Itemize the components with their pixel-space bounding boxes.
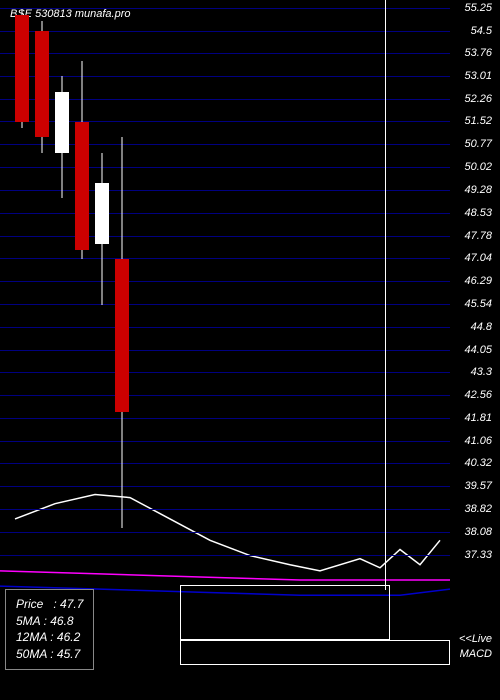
candlestick	[15, 0, 29, 580]
y-axis-label: 40.32	[464, 457, 492, 469]
y-axis-label: 38.08	[464, 526, 492, 538]
y-axis-label: 47.04	[464, 252, 492, 264]
price-row: Price : 47.7	[16, 596, 83, 613]
y-axis-label: 44.8	[471, 321, 492, 333]
y-axis-label: 54.5	[471, 25, 492, 37]
y-axis-label: 50.02	[464, 161, 492, 173]
y-axis-label: 53.01	[464, 70, 492, 82]
y-axis-label: 50.77	[464, 138, 492, 150]
vertical-marker	[385, 0, 386, 590]
indicator-box	[180, 640, 450, 665]
y-axis-label: 48.53	[464, 207, 492, 219]
chart-container: BSE 530813 munafa.pro 55.2554.553.7653.0…	[0, 0, 500, 700]
y-axis-label: 47.78	[464, 230, 492, 242]
y-axis-label: 42.56	[464, 389, 492, 401]
y-axis-label: 44.05	[464, 344, 492, 356]
candlestick	[35, 0, 49, 580]
candle-area	[0, 0, 450, 580]
candlestick	[75, 0, 89, 580]
y-axis-label: 52.26	[464, 93, 492, 105]
info-box: Price : 47.7 5MA : 46.8 12MA : 46.2 50MA…	[5, 589, 94, 670]
y-axis: 55.25 54.5 53.76 53.01 52.26 51.52 50.77 50.02 4…	[450, 0, 500, 580]
y-axis-label: 53.76	[464, 47, 492, 59]
y-axis-label: 37.33	[464, 549, 492, 561]
y-axis-label: 46.29	[464, 275, 492, 287]
candlestick	[115, 0, 129, 580]
macd-label: MACD	[460, 648, 492, 660]
ma12-row: 12MA : 46.2	[16, 629, 83, 646]
y-axis-label: 43.3	[471, 366, 492, 378]
ma5-row: 5MA : 46.8	[16, 613, 83, 630]
candlestick	[55, 0, 69, 580]
y-axis-label: 51.52	[464, 115, 492, 127]
y-axis-label: 55.25	[464, 2, 492, 14]
live-label: <<Live	[459, 633, 492, 645]
y-axis-label: 49.28	[464, 184, 492, 196]
y-axis-label: 38.82	[464, 503, 492, 515]
ma50-row: 50MA : 45.7	[16, 646, 83, 663]
indicator-box	[180, 585, 390, 640]
y-axis-label: 39.57	[464, 480, 492, 492]
y-axis-label: 41.81	[464, 412, 492, 424]
y-axis-label: 41.06	[464, 435, 492, 447]
candlestick	[95, 0, 109, 580]
y-axis-label: 45.54	[464, 298, 492, 310]
